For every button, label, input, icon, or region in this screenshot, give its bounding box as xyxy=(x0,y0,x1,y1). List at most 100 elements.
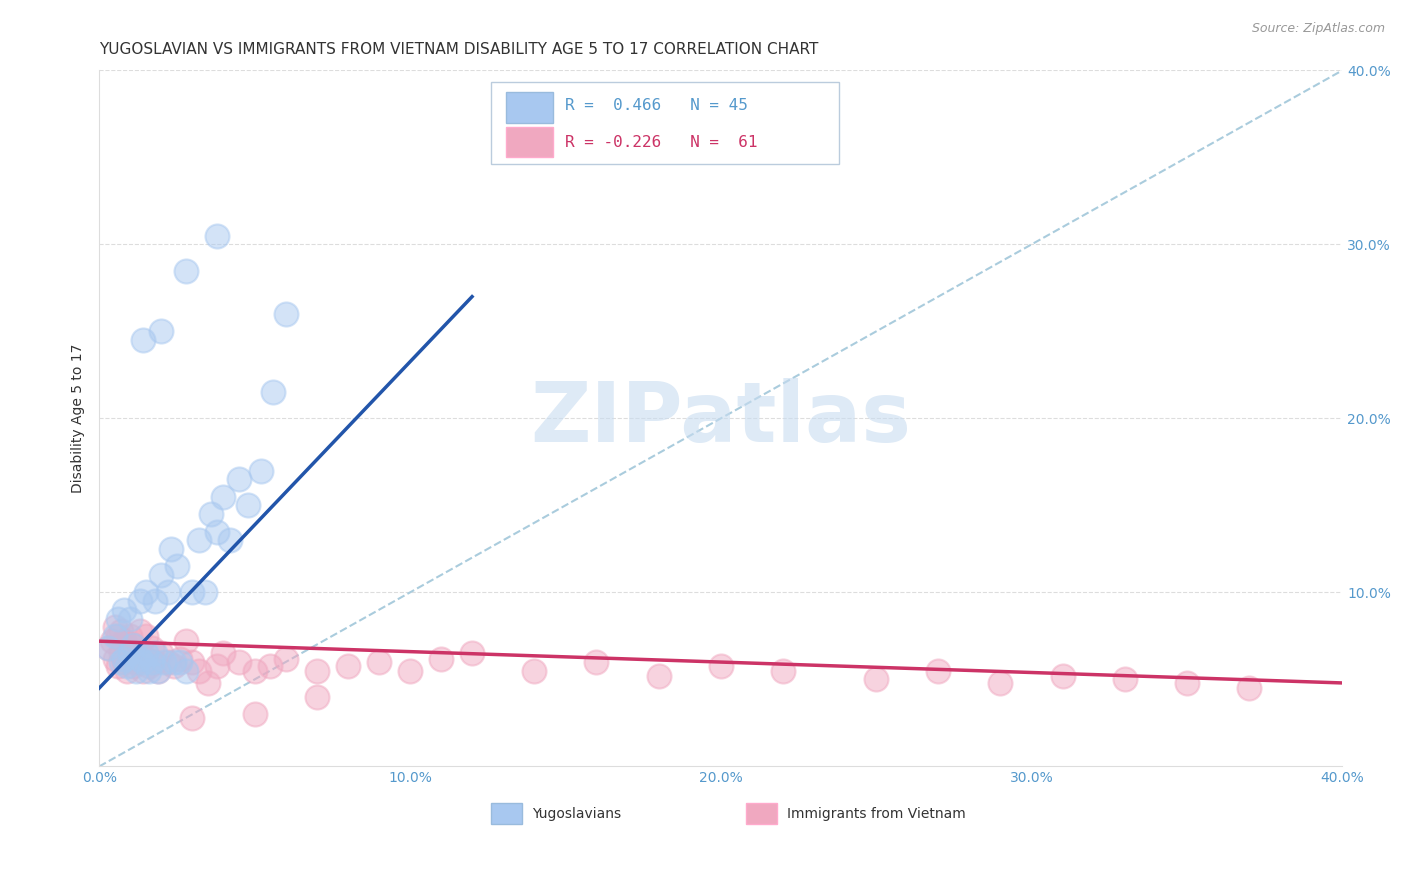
Y-axis label: Disability Age 5 to 17: Disability Age 5 to 17 xyxy=(72,343,86,493)
Immigrants from Vietnam xyxy=(927,664,949,678)
Yugoslavians xyxy=(187,533,209,548)
Yugoslavians xyxy=(150,325,173,339)
Immigrants from Vietnam xyxy=(107,629,129,643)
Yugoslavians xyxy=(238,499,260,513)
Immigrants from Vietnam xyxy=(156,655,179,669)
Immigrants from Vietnam xyxy=(228,655,250,669)
Immigrants from Vietnam xyxy=(865,673,887,687)
Immigrants from Vietnam xyxy=(131,664,153,678)
Immigrants from Vietnam xyxy=(1237,681,1260,695)
Yugoslavians xyxy=(156,585,179,599)
Yugoslavians xyxy=(143,646,166,660)
Immigrants from Vietnam xyxy=(1114,673,1136,687)
Immigrants from Vietnam xyxy=(104,651,127,665)
Yugoslavians xyxy=(112,603,135,617)
Immigrants from Vietnam xyxy=(138,658,160,673)
Immigrants from Vietnam xyxy=(104,620,127,634)
Yugoslavians xyxy=(110,655,132,669)
Immigrants from Vietnam xyxy=(110,624,132,638)
Immigrants from Vietnam xyxy=(212,646,235,660)
Immigrants from Vietnam xyxy=(112,655,135,669)
Immigrants from Vietnam xyxy=(100,634,122,648)
Immigrants from Vietnam xyxy=(243,707,266,722)
Text: ZIPatlas: ZIPatlas xyxy=(530,378,911,459)
Yugoslavians xyxy=(131,333,153,347)
Immigrants from Vietnam xyxy=(135,629,157,643)
Yugoslavians xyxy=(174,664,197,678)
Yugoslavians xyxy=(97,641,120,656)
Immigrants from Vietnam xyxy=(122,638,145,652)
Immigrants from Vietnam xyxy=(274,651,297,665)
Immigrants from Vietnam xyxy=(128,646,150,660)
Immigrants from Vietnam xyxy=(125,655,148,669)
Yugoslavians xyxy=(122,638,145,652)
Yugoslavians xyxy=(262,385,284,400)
Yugoslavians xyxy=(143,594,166,608)
Immigrants from Vietnam xyxy=(122,658,145,673)
Immigrants from Vietnam xyxy=(181,711,204,725)
Yugoslavians xyxy=(205,524,228,539)
Yugoslavians xyxy=(107,611,129,625)
FancyBboxPatch shape xyxy=(491,82,839,164)
Text: YUGOSLAVIAN VS IMMIGRANTS FROM VIETNAM DISABILITY AGE 5 TO 17 CORRELATION CHART: YUGOSLAVIAN VS IMMIGRANTS FROM VIETNAM D… xyxy=(100,42,818,57)
Yugoslavians xyxy=(169,655,191,669)
Yugoslavians xyxy=(163,655,186,669)
Immigrants from Vietnam xyxy=(187,664,209,678)
Immigrants from Vietnam xyxy=(163,658,186,673)
FancyBboxPatch shape xyxy=(506,127,553,157)
Immigrants from Vietnam xyxy=(97,641,120,656)
Text: R =  0.466   N = 45: R = 0.466 N = 45 xyxy=(565,98,748,112)
Immigrants from Vietnam xyxy=(120,651,142,665)
Immigrants from Vietnam xyxy=(990,676,1012,690)
Immigrants from Vietnam xyxy=(141,641,163,656)
Text: Yugoslavians: Yugoslavians xyxy=(531,806,621,821)
FancyBboxPatch shape xyxy=(506,92,553,122)
Immigrants from Vietnam xyxy=(135,651,157,665)
Immigrants from Vietnam xyxy=(430,651,453,665)
Immigrants from Vietnam xyxy=(169,651,191,665)
Yugoslavians xyxy=(174,263,197,277)
Immigrants from Vietnam xyxy=(205,658,228,673)
Yugoslavians xyxy=(120,611,142,625)
Yugoslavians xyxy=(141,655,163,669)
Yugoslavians xyxy=(228,472,250,486)
Yugoslavians xyxy=(138,664,160,678)
Yugoslavians xyxy=(153,655,176,669)
Yugoslavians xyxy=(205,228,228,243)
Yugoslavians xyxy=(135,646,157,660)
Immigrants from Vietnam xyxy=(174,634,197,648)
Yugoslavians xyxy=(120,646,142,660)
Immigrants from Vietnam xyxy=(305,690,328,704)
Immigrants from Vietnam xyxy=(399,664,422,678)
Immigrants from Vietnam xyxy=(115,664,138,678)
Immigrants from Vietnam xyxy=(1175,676,1198,690)
Text: Source: ZipAtlas.com: Source: ZipAtlas.com xyxy=(1251,22,1385,36)
Yugoslavians xyxy=(212,490,235,504)
FancyBboxPatch shape xyxy=(491,804,522,824)
Immigrants from Vietnam xyxy=(585,655,607,669)
Immigrants from Vietnam xyxy=(128,624,150,638)
Yugoslavians xyxy=(104,629,127,643)
Yugoslavians xyxy=(218,533,240,548)
Immigrants from Vietnam xyxy=(112,634,135,648)
Immigrants from Vietnam xyxy=(115,641,138,656)
Yugoslavians xyxy=(166,559,188,574)
Yugoslavians xyxy=(131,655,153,669)
Immigrants from Vietnam xyxy=(181,655,204,669)
Immigrants from Vietnam xyxy=(259,658,281,673)
Immigrants from Vietnam xyxy=(150,646,173,660)
Yugoslavians xyxy=(135,585,157,599)
Yugoslavians xyxy=(150,568,173,582)
Yugoslavians xyxy=(112,651,135,665)
Immigrants from Vietnam xyxy=(197,676,219,690)
Immigrants from Vietnam xyxy=(243,664,266,678)
Immigrants from Vietnam xyxy=(305,664,328,678)
Immigrants from Vietnam xyxy=(148,664,170,678)
Immigrants from Vietnam xyxy=(110,646,132,660)
Immigrants from Vietnam xyxy=(1052,669,1074,683)
Yugoslavians xyxy=(181,585,204,599)
Yugoslavians xyxy=(148,664,170,678)
Yugoslavians xyxy=(194,585,217,599)
Yugoslavians xyxy=(128,594,150,608)
Yugoslavians xyxy=(128,651,150,665)
